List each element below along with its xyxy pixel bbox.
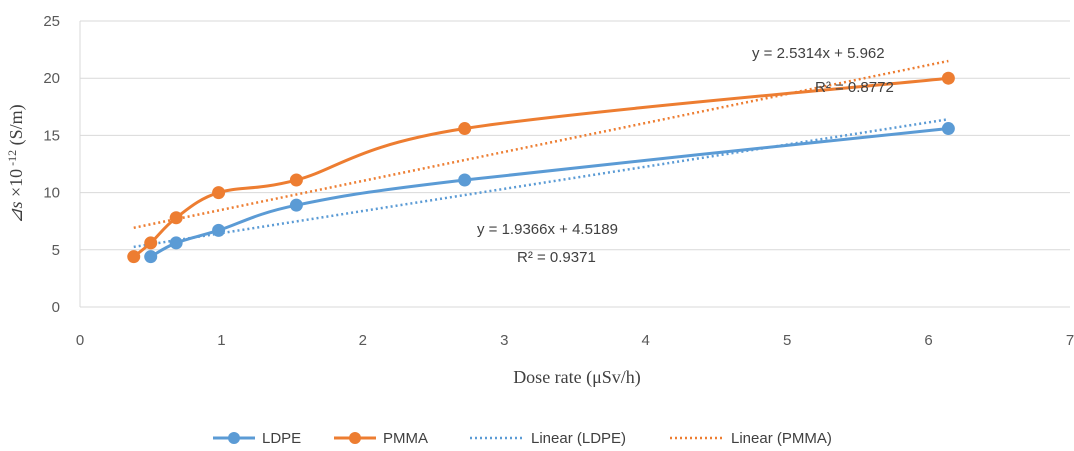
y-axis-title: ⊿s ×10 -12 (S/m) (5, 104, 27, 223)
data-point-pmma (144, 236, 158, 250)
trendline-equation-ldpe: y = 1.9366x + 4.5189 (477, 221, 618, 238)
legend-item-pmma: PMMA (334, 430, 428, 447)
trendline-equation-pmma: y = 2.5314x + 5.962 (752, 45, 885, 62)
legend-item-linear-ldpe: Linear (LDPE) (470, 430, 626, 447)
legend-label-linear-pmma: Linear (PMMA) (731, 430, 832, 447)
x-tick-label: 4 (642, 332, 650, 349)
y-tick-label: 20 (43, 70, 60, 87)
legend-label-ldpe: LDPE (262, 430, 301, 447)
x-tick-label: 2 (359, 332, 367, 349)
x-tick-label: 5 (783, 332, 791, 349)
x-tick-label: 7 (1066, 332, 1074, 349)
legend-marker-ldpe (228, 432, 240, 444)
data-point-pmma (212, 186, 226, 200)
data-point-pmma (941, 71, 955, 85)
data-point-ldpe (941, 122, 955, 136)
data-point-ldpe (144, 250, 158, 264)
data-point-ldpe (212, 223, 226, 237)
gridlines (79, 20, 1070, 308)
legend-item-linear-pmma: Linear (PMMA) (670, 430, 832, 447)
y-tick-label: 15 (43, 127, 60, 144)
data-point-ldpe (169, 236, 183, 250)
data-point-pmma (289, 173, 303, 187)
x-axis-title: Dose rate (μSv/h) (513, 367, 641, 388)
data-point-ldpe (289, 198, 303, 212)
tick-labels: 0 5 10 15 20 25 0 1 2 3 4 5 6 7 (43, 13, 1074, 349)
data-point-pmma (169, 211, 183, 225)
trendlines (133, 59, 949, 249)
legend-marker-pmma (349, 432, 361, 444)
y-tick-label: 5 (52, 242, 60, 259)
data-point-ldpe (458, 173, 472, 187)
y-tick-label: 25 (43, 13, 60, 30)
data-markers (127, 71, 955, 264)
legend-label-linear-ldpe: Linear (LDPE) (531, 430, 626, 447)
legend: LDPE PMMA Linear (LDPE) Linear (PMMA) (213, 430, 832, 447)
data-point-pmma (458, 122, 472, 136)
trendline-r2-ldpe: R² = 0.9371 (517, 249, 596, 266)
y-tick-label: 0 (52, 299, 60, 316)
trendline-r2-pmma: R² = 0.8772 (815, 79, 894, 96)
legend-label-pmma: PMMA (383, 430, 428, 447)
legend-item-ldpe: LDPE (213, 430, 301, 447)
y-axis-title-exp: -12 (5, 150, 19, 169)
x-tick-label: 1 (217, 332, 225, 349)
x-tick-label: 6 (924, 332, 932, 349)
x-tick-label: 3 (500, 332, 508, 349)
y-axis-title-symbol: ⊿s (6, 202, 26, 224)
x-tick-label: 0 (76, 332, 84, 349)
y-axis-title-mult: ×10 (6, 169, 26, 202)
data-point-pmma (127, 250, 141, 264)
y-axis-title-unit: (S/m) (6, 104, 27, 150)
trendline-linear-pmma (133, 59, 949, 230)
y-tick-label: 10 (43, 185, 60, 202)
